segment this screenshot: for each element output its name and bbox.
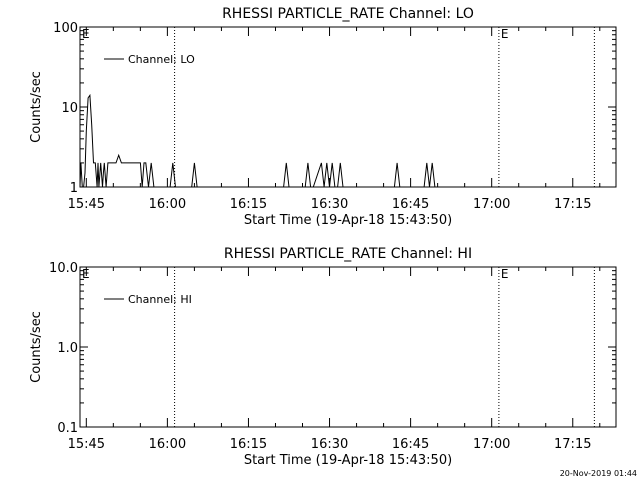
x-tick-label: 17:00 — [473, 197, 510, 212]
y-tick-label: 1.0 — [57, 341, 78, 356]
x-tick-label: 17:15 — [554, 197, 591, 212]
x-axis-label: Start Time (19-Apr-18 15:43:50) — [244, 453, 452, 468]
x-tick-label: 15:45 — [68, 437, 105, 452]
x-tick-label: 16:30 — [311, 437, 348, 452]
hi-channel-panel: RHESSI PARTICLE_RATE Channel: HI 0.1 1.0 10… — [29, 246, 617, 468]
y-axis-label: Counts/sec — [29, 311, 44, 383]
y-tick-label: 100 — [53, 21, 78, 36]
x-tick-label: 16:00 — [149, 197, 186, 212]
x-axis-label: Start Time (19-Apr-18 15:43:50) — [244, 213, 452, 228]
x-tick-label: 17:00 — [473, 437, 510, 452]
x-tick-label: 16:15 — [230, 197, 267, 212]
x-tick-label: 16:00 — [149, 437, 186, 452]
x-tick-label: 16:45 — [392, 437, 429, 452]
legend-label: Channel: LO — [128, 53, 195, 66]
x-tick-label: 16:30 — [311, 197, 348, 212]
y-tick-label: 10.0 — [49, 261, 78, 276]
x-tick-label: 15:45 — [68, 197, 105, 212]
x-tick-label: 16:15 — [230, 437, 267, 452]
timestamp-label: 20-Nov-2019 01:44 — [560, 469, 637, 478]
legend-label: Channel: HI — [128, 293, 192, 306]
y-tick-label: 10 — [61, 101, 78, 116]
series-line — [79, 93, 616, 188]
event-marker-label: E — [82, 27, 90, 41]
x-tick-label: 17:15 — [554, 437, 591, 452]
y-tick-label: 0.1 — [57, 421, 78, 436]
event-marker-label: E — [501, 27, 509, 41]
chart-title: RHESSI PARTICLE_RATE Channel: LO — [222, 6, 474, 22]
chart-title: RHESSI PARTICLE_RATE Channel: HI — [224, 246, 472, 262]
plot-frame — [79, 266, 617, 428]
event-marker-label: E — [501, 267, 509, 281]
y-axis-label: Counts/sec — [29, 71, 44, 143]
x-tick-label: 16:45 — [392, 197, 429, 212]
plot-frame — [79, 26, 617, 188]
lo-channel-panel: RHESSI PARTICLE_RATE Channel: LO 1 10 100 15… — [29, 6, 617, 228]
y-tick-label: 1 — [70, 181, 78, 196]
event-marker-label: E — [82, 267, 90, 281]
